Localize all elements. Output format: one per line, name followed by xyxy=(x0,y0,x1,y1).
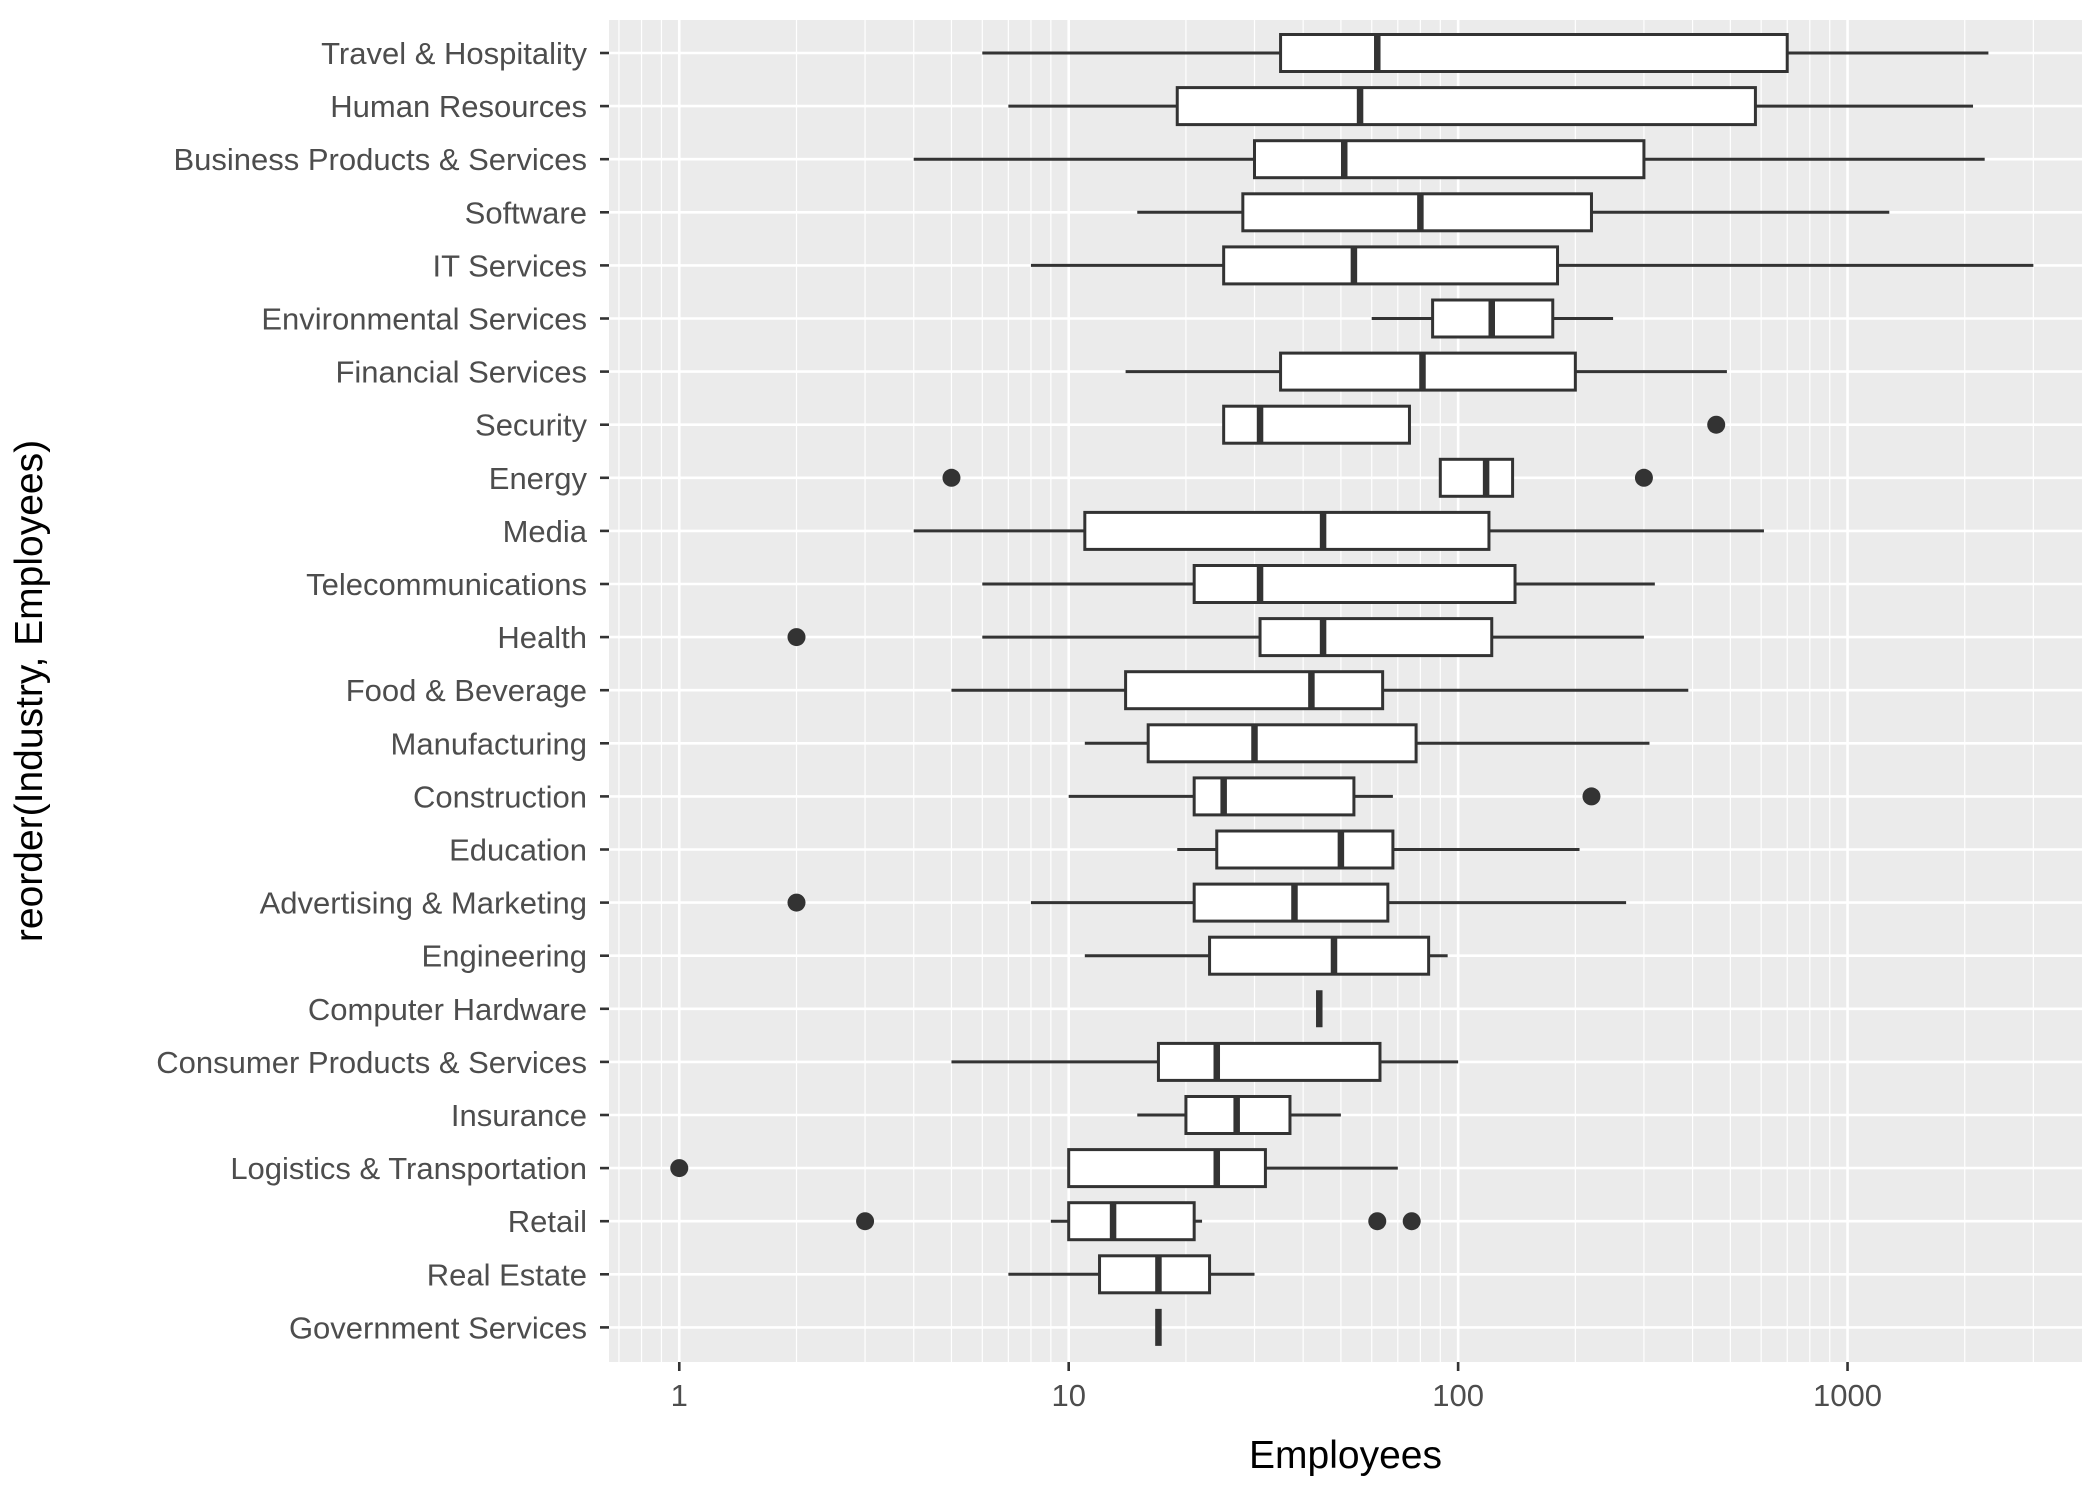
y-tick-label: Advertising & Marketing xyxy=(260,886,587,921)
box-iqr xyxy=(1175,86,1757,127)
x-tick-label: 1 xyxy=(671,1378,688,1413)
box-iqr xyxy=(1192,882,1390,923)
outlier-point xyxy=(670,1159,689,1178)
y-axis: Travel & Hospitality Human Resources Busin… xyxy=(156,36,609,1345)
box-group xyxy=(1084,935,1448,976)
box-iqr xyxy=(1279,351,1577,392)
y-tick-label: Media xyxy=(503,514,588,549)
y-tick-label: Retail xyxy=(508,1204,587,1239)
box-iqr xyxy=(1067,1201,1196,1242)
x-tick-label: 100 xyxy=(1432,1378,1484,1413)
y-tick-label: Real Estate xyxy=(427,1257,587,1292)
box-iqr xyxy=(1215,829,1395,870)
box-group xyxy=(1030,245,2034,286)
y-tick-label: Energy xyxy=(489,461,588,496)
y-tick-label: Travel & Hospitality xyxy=(321,36,587,71)
box-group xyxy=(982,33,1989,73)
box-group xyxy=(913,139,1985,180)
box-group xyxy=(1177,829,1580,870)
box-iqr xyxy=(1438,457,1515,498)
y-tick-label: Telecommunications xyxy=(306,567,587,602)
y-tick-label: Food & Beverage xyxy=(346,673,587,708)
x-tick-label: 10 xyxy=(1051,1378,1085,1413)
box-iqr xyxy=(1258,617,1494,658)
y-tick-label: Computer Hardware xyxy=(308,992,587,1027)
y-tick-label: Manufacturing xyxy=(391,726,587,761)
y-tick-label: Education xyxy=(449,833,587,868)
y-tick-label: Health xyxy=(497,620,587,655)
box-group xyxy=(1137,1095,1341,1135)
y-tick-label: IT Services xyxy=(433,248,587,283)
y-tick-label: Construction xyxy=(413,779,587,814)
y-tick-label: Engineering xyxy=(422,939,587,974)
x-axis: 1 10 100 1000 xyxy=(671,1362,1882,1413)
box-group xyxy=(942,457,1653,498)
y-tick-label: Consumer Products & Services xyxy=(156,1045,587,1080)
box-group xyxy=(670,1148,1398,1189)
box-group xyxy=(787,882,1627,923)
boxes xyxy=(670,33,2034,1346)
box-iqr xyxy=(1083,510,1491,551)
box-iqr xyxy=(1208,935,1431,976)
box-group xyxy=(913,510,1764,551)
y-tick-label: Human Resources xyxy=(330,89,587,124)
box-iqr xyxy=(1067,1148,1267,1189)
box-iqr xyxy=(1098,1254,1212,1295)
outlier-point xyxy=(856,1212,875,1231)
box-iqr xyxy=(1192,564,1517,604)
outlier-point xyxy=(787,628,806,647)
y-axis-title: reorder(Industry, Employees) xyxy=(8,440,51,942)
y-tick-label: Business Products & Services xyxy=(173,142,587,177)
box-group xyxy=(1084,723,1650,764)
y-tick-label: Insurance xyxy=(451,1098,587,1133)
y-tick-label: Logistics & Transportation xyxy=(230,1151,587,1186)
outlier-point xyxy=(1707,415,1726,434)
outlier-point xyxy=(787,893,806,912)
box-iqr xyxy=(1124,670,1385,711)
box-group xyxy=(1222,404,1726,445)
box-iqr xyxy=(1146,723,1418,764)
outlier-point xyxy=(1402,1212,1421,1231)
box-group xyxy=(951,670,1689,711)
outlier-point xyxy=(1368,1212,1387,1231)
box-iqr xyxy=(1252,139,1646,180)
box-iqr xyxy=(1279,33,1789,73)
outlier-point xyxy=(1582,787,1601,806)
box-group xyxy=(1371,298,1614,339)
box-group xyxy=(1008,86,1974,127)
box-group xyxy=(1008,1254,1255,1295)
box-iqr xyxy=(1222,404,1411,445)
box-group xyxy=(951,1041,1459,1082)
box-iqr xyxy=(1156,1041,1382,1082)
box-iqr xyxy=(1222,245,1560,286)
x-tick-label: 1000 xyxy=(1813,1378,1882,1413)
box-group xyxy=(1068,776,1601,817)
y-tick-label: Software xyxy=(465,195,587,230)
y-tick-label: Environmental Services xyxy=(261,302,587,337)
box-group xyxy=(856,1201,1421,1242)
box-group xyxy=(982,564,1655,604)
x-axis-title: Employees xyxy=(1249,1434,1442,1477)
box-group xyxy=(1137,192,1890,233)
outlier-point xyxy=(1634,468,1653,487)
y-tick-label: Security xyxy=(475,408,587,443)
box-group xyxy=(1125,351,1727,392)
y-tick-label: Government Services xyxy=(289,1310,587,1345)
outlier-point xyxy=(942,468,961,487)
y-tick-label: Financial Services xyxy=(335,355,587,390)
box-group xyxy=(787,617,1644,658)
box-iqr xyxy=(1192,776,1356,817)
